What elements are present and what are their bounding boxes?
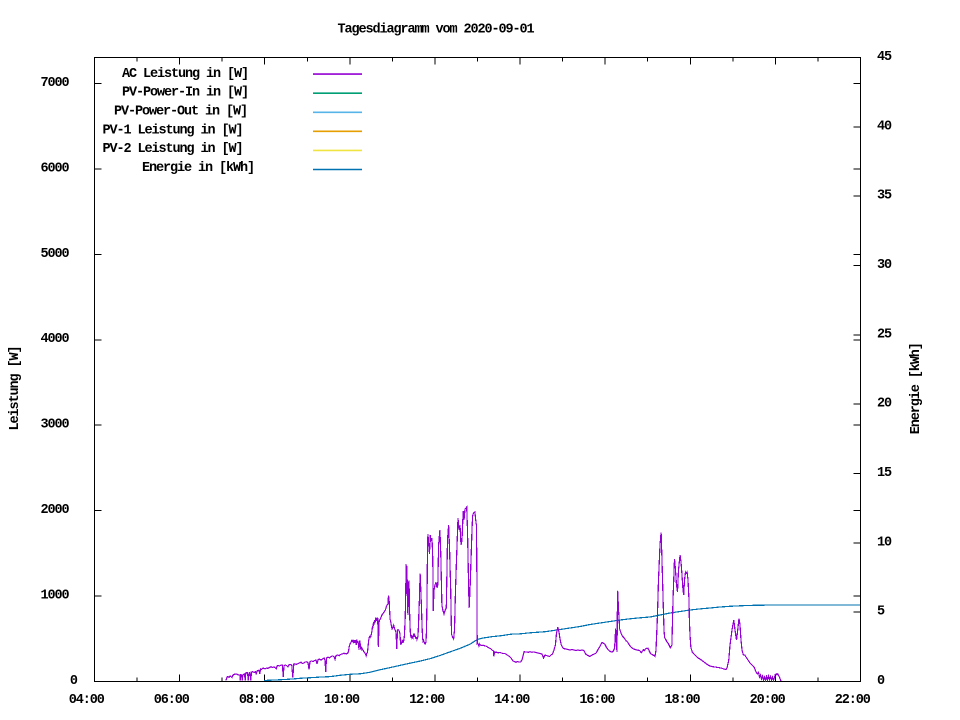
svg-text:45: 45 xyxy=(877,50,892,65)
svg-text:5: 5 xyxy=(877,605,885,620)
svg-text:04:00: 04:00 xyxy=(69,693,105,708)
svg-text:Energie in [kWh]: Energie in [kWh] xyxy=(142,161,254,176)
svg-text:Energie [kWh]: Energie [kWh] xyxy=(909,343,924,434)
svg-text:10:00: 10:00 xyxy=(324,693,360,708)
svg-text:0: 0 xyxy=(877,674,885,689)
svg-text:16:00: 16:00 xyxy=(579,693,615,708)
svg-text:PV-2 Leistung in [W]: PV-2 Leistung in [W] xyxy=(103,142,243,157)
svg-text:30: 30 xyxy=(877,258,892,273)
svg-text:6000: 6000 xyxy=(41,161,70,176)
svg-text:PV-1 Leistung in [W]: PV-1 Leistung in [W] xyxy=(103,123,243,138)
svg-text:Leistung [W]: Leistung [W] xyxy=(8,346,23,430)
svg-text:3000: 3000 xyxy=(41,418,70,433)
svg-text:PV-Power-Out in [W]: PV-Power-Out in [W] xyxy=(114,105,247,120)
svg-text:08:00: 08:00 xyxy=(239,693,275,708)
svg-text:35: 35 xyxy=(877,189,892,204)
svg-text:AC Leistung in [W]: AC Leistung in [W] xyxy=(122,67,248,82)
svg-text:25: 25 xyxy=(877,327,892,342)
svg-text:5000: 5000 xyxy=(41,247,70,262)
svg-text:18:00: 18:00 xyxy=(665,693,701,708)
svg-text:22:00: 22:00 xyxy=(835,693,871,708)
svg-text:20: 20 xyxy=(877,397,892,412)
svg-text:15: 15 xyxy=(877,466,892,481)
svg-text:PV-Power-In in [W]: PV-Power-In in [W] xyxy=(122,86,248,101)
svg-text:40: 40 xyxy=(877,119,892,134)
svg-text:Tagesdiagramm vom 2020-09-01: Tagesdiagramm vom 2020-09-01 xyxy=(338,22,535,37)
svg-text:1000: 1000 xyxy=(41,589,70,604)
svg-text:0: 0 xyxy=(70,674,78,689)
svg-text:2000: 2000 xyxy=(41,503,70,518)
svg-text:10: 10 xyxy=(877,535,892,550)
svg-text:14:00: 14:00 xyxy=(494,693,530,708)
svg-text:20:00: 20:00 xyxy=(750,693,786,708)
svg-text:7000: 7000 xyxy=(41,76,70,91)
svg-text:12:00: 12:00 xyxy=(409,693,445,708)
svg-text:4000: 4000 xyxy=(41,332,70,347)
svg-text:06:00: 06:00 xyxy=(154,693,190,708)
